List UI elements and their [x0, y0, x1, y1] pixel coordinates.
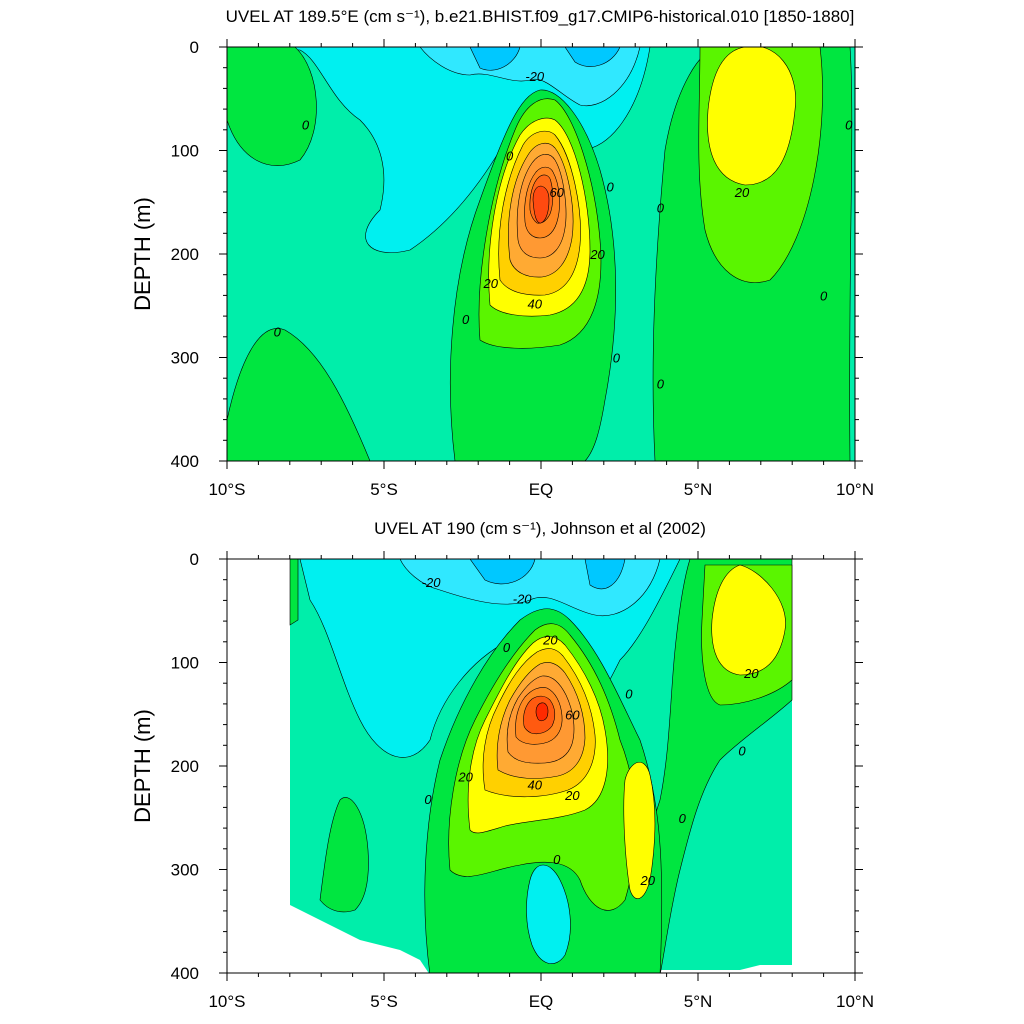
y-tick-label: 200 [171, 757, 199, 776]
euc-core [532, 185, 550, 224]
x-tick-label: EQ [529, 480, 554, 499]
contour-label: -20 [422, 575, 442, 590]
contour-label: 0 [553, 852, 561, 867]
south-surface-patch [227, 47, 317, 166]
x-tick-label: 10°N [836, 992, 874, 1011]
panel-bottom-field: -20 -20 20 0 60 0 20 0 20 40 20 0 0 0 20 [289, 559, 793, 973]
west-edge-patch [289, 559, 299, 626]
y-tick-label: 200 [171, 245, 199, 264]
contour-label: 0 [738, 743, 746, 758]
contour-label: 0 [302, 118, 310, 133]
contour-label: 0 [606, 180, 614, 195]
contour-label: 0 [845, 118, 853, 133]
contour-label: 20 [589, 247, 605, 262]
contour-label: 0 [424, 792, 432, 807]
x-tick-label: 5°S [370, 992, 398, 1011]
contour-label: 60 [565, 707, 580, 722]
contour-label: 20 [640, 873, 656, 888]
contour-label: 20 [564, 788, 580, 803]
contour-label: 0 [462, 312, 470, 327]
panel-bottom-title: UVEL AT 190 (cm s⁻¹), Johnson et al (200… [374, 519, 706, 538]
contour-label: 0 [657, 376, 665, 391]
south-patch [319, 797, 369, 913]
necc-20 [711, 564, 786, 676]
x-tick-label: 10°S [208, 992, 245, 1011]
panel-top-ylabel: DEPTH (m) [130, 197, 155, 311]
y-tick-label: 400 [171, 452, 199, 471]
x-tick-label: 10°S [208, 480, 245, 499]
contour-label: -20 [513, 591, 533, 606]
contour-label: 20 [734, 185, 750, 200]
panel-bottom: UVEL AT 190 (cm s⁻¹), Johnson et al (200… [130, 519, 874, 1011]
contour-label: 0 [820, 288, 828, 303]
y-tick-label: 0 [190, 38, 199, 57]
contour-label: 20 [457, 769, 473, 784]
contour-label: 0 [625, 687, 633, 702]
panel-top-field: -20 0 0 60 0 0 20 0 20 20 40 0 0 0 0 0 [227, 47, 855, 461]
y-tick-label: 100 [171, 654, 199, 673]
contour-labels-top: -20 0 0 60 0 0 20 0 20 20 40 0 0 0 0 0 [274, 69, 853, 391]
deep-south-patch [227, 328, 371, 461]
contour-label: 0 [506, 149, 514, 164]
x-tick-label: 5°S [370, 480, 398, 499]
contour-label: 20 [743, 666, 759, 681]
contour-label: 0 [679, 811, 687, 826]
y-tick-label: 300 [171, 861, 199, 880]
contour-label: 60 [549, 185, 564, 200]
contour-label: 0 [274, 325, 282, 340]
deep-westward [526, 864, 571, 964]
y-tick-label: 0 [190, 550, 199, 569]
euc-core [535, 702, 549, 722]
panel-top-title: UVEL AT 189.5°E (cm s⁻¹), b.e21.BHIST.f0… [226, 7, 855, 26]
contour-label: 20 [483, 276, 499, 291]
y-tick-label: 400 [171, 964, 199, 983]
subsurface-jet [623, 762, 656, 899]
contour-label: 40 [527, 778, 542, 793]
panel-top: UVEL AT 189.5°E (cm s⁻¹), b.e21.BHIST.f0… [130, 7, 874, 499]
necc-20 [707, 47, 796, 186]
sec-minus20-west [469, 559, 536, 585]
contour-labels-bottom: -20 -20 20 0 60 0 20 0 20 40 20 0 0 0 20 [422, 575, 760, 888]
y-tick-label: 300 [171, 349, 199, 368]
x-tick-label: 10°N [836, 480, 874, 499]
contour-label: -20 [525, 69, 545, 84]
x-tick-label: 5°N [684, 992, 713, 1011]
contour-label: 0 [613, 351, 621, 366]
y-tick-label: 100 [171, 142, 199, 161]
panel-bottom-ylabel: DEPTH (m) [130, 709, 155, 823]
x-tick-label: 5°N [684, 480, 713, 499]
contour-label: 0 [503, 640, 511, 655]
x-tick-label: EQ [529, 992, 554, 1011]
contour-label: 40 [527, 297, 542, 312]
contour-label: 20 [542, 633, 558, 648]
contour-label: 0 [657, 200, 665, 215]
